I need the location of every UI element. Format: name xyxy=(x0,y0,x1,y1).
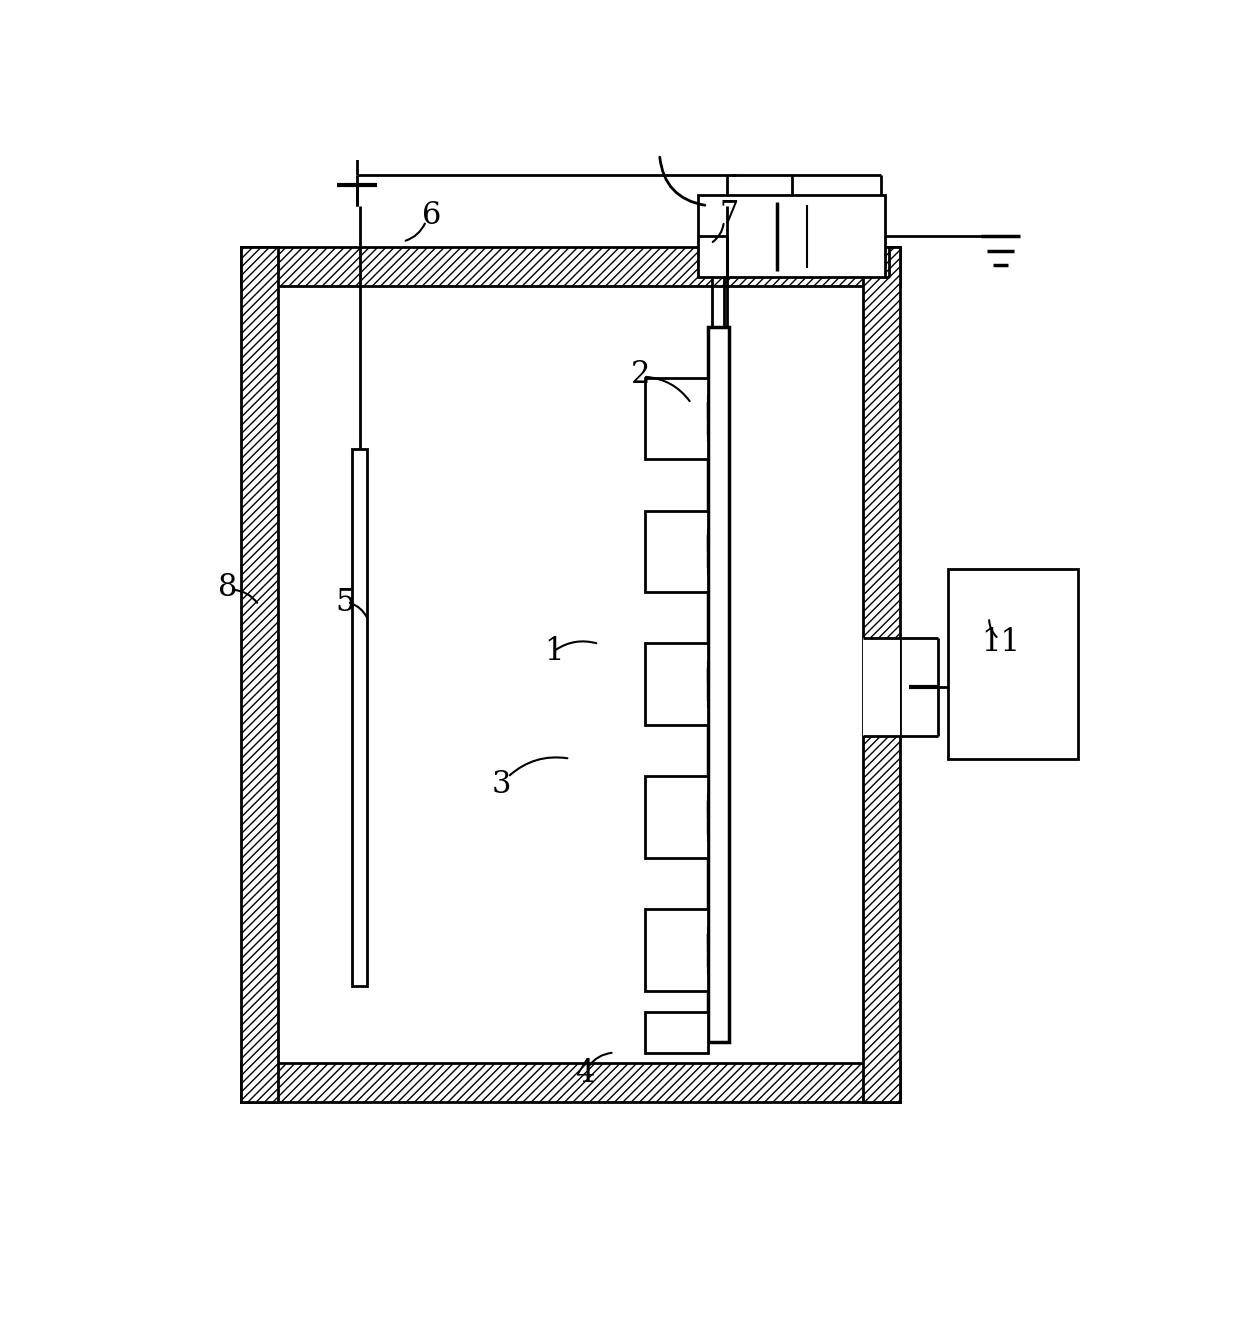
Bar xyxy=(645,644,708,725)
Text: 4: 4 xyxy=(575,1057,594,1088)
Bar xyxy=(242,246,278,1101)
Bar xyxy=(863,246,900,1101)
Text: 8: 8 xyxy=(218,572,238,604)
Text: 6: 6 xyxy=(422,201,441,231)
Bar xyxy=(278,286,863,1063)
Bar xyxy=(645,1012,708,1052)
Bar xyxy=(352,450,367,986)
Bar xyxy=(645,378,708,459)
Bar xyxy=(708,327,729,1043)
Text: 11: 11 xyxy=(981,628,1021,658)
Text: 7: 7 xyxy=(720,200,739,230)
Bar xyxy=(645,511,708,592)
Text: 2: 2 xyxy=(631,359,650,390)
Bar xyxy=(645,777,708,858)
Bar xyxy=(947,569,1078,758)
Text: 1: 1 xyxy=(544,636,563,666)
Text: 3: 3 xyxy=(491,769,511,799)
Bar xyxy=(242,1063,900,1101)
Bar xyxy=(863,638,900,735)
Bar xyxy=(645,910,708,991)
Text: 5: 5 xyxy=(336,587,355,617)
Bar xyxy=(698,196,885,278)
Bar xyxy=(242,246,900,286)
